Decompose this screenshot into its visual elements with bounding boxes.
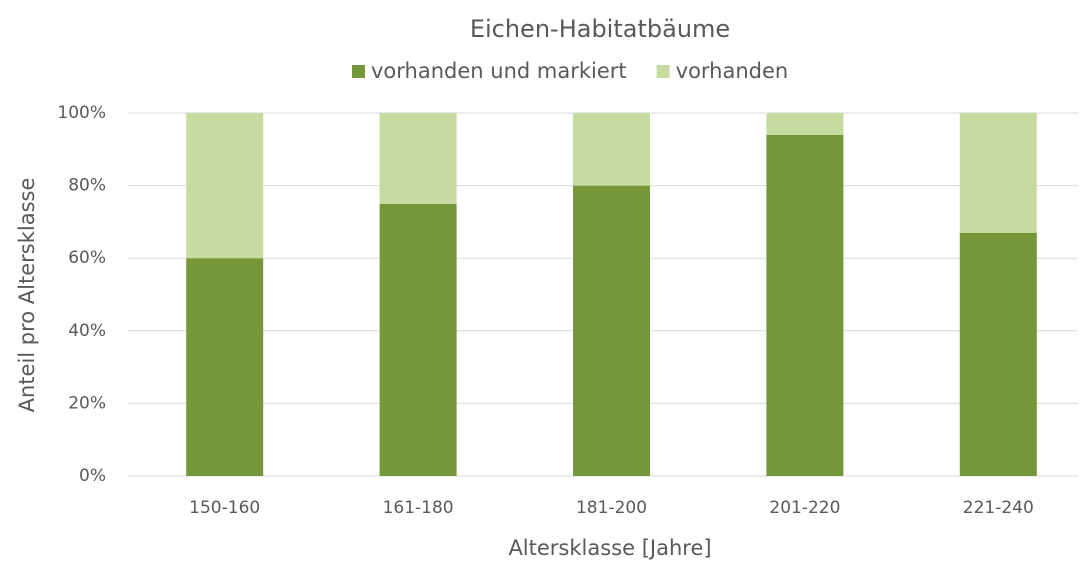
bar-segment	[573, 185, 650, 476]
bar-segment	[573, 113, 650, 186]
y-tick-label: 20%	[68, 393, 106, 413]
legend-swatch	[656, 65, 670, 78]
bar-segment	[186, 113, 264, 259]
bar-segment	[766, 134, 844, 476]
y-tick-label: 80%	[68, 176, 106, 196]
y-tick-label: 100%	[57, 103, 106, 123]
bar-segment	[766, 113, 844, 135]
legend-label: vorhanden und markiert	[371, 59, 627, 83]
y-tick-label: 60%	[68, 248, 106, 268]
x-tick-label: 201-220	[769, 498, 840, 518]
chart-title: Eichen-Habitatbäume	[470, 15, 730, 43]
x-tick-label: 181-200	[576, 498, 647, 518]
bar-segment	[379, 113, 457, 204]
x-axis-label: Altersklasse [Jahre]	[508, 536, 711, 560]
x-tick-label: 150-160	[189, 498, 260, 518]
bar-segment	[379, 203, 457, 476]
bar-segment	[959, 232, 1037, 476]
x-tick-label: 161-180	[383, 498, 454, 518]
x-tick-label: 221-240	[963, 498, 1034, 518]
legend-label: vorhanden	[676, 59, 789, 83]
bar-segment	[186, 258, 264, 476]
legend-swatch	[352, 65, 365, 78]
bar-segment	[959, 113, 1037, 233]
y-tick-label: 0%	[79, 466, 106, 486]
y-tick-label: 40%	[68, 321, 106, 341]
y-axis-label: Anteil pro Altersklasse	[15, 178, 39, 413]
